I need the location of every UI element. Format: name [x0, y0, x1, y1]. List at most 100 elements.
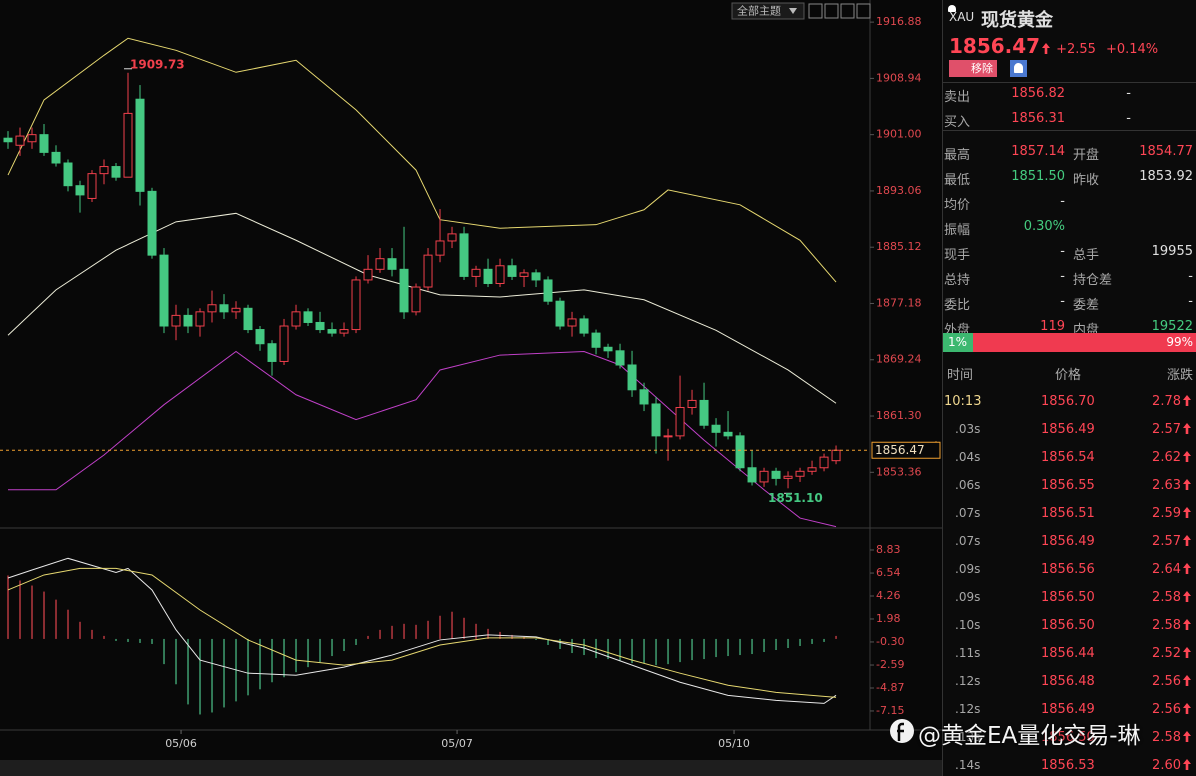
up-arrow	[1183, 563, 1191, 574]
tick-time: .12s	[955, 674, 981, 688]
y-tick-label: 1901.00	[876, 128, 922, 141]
last-price-box	[871, 441, 941, 459]
stat-value: 0.30%	[1023, 219, 1065, 234]
candle-body	[363, 268, 373, 281]
scrollbar[interactable]	[0, 760, 942, 776]
candle-body	[159, 254, 169, 327]
up-arrow	[1183, 619, 1191, 630]
stat-value: 1857.14	[1011, 144, 1065, 159]
chart-bg	[0, 0, 942, 776]
y-tick-label: 1.98	[876, 612, 901, 625]
candle-body	[183, 314, 193, 327]
up-arrow-shape	[1183, 675, 1191, 686]
tool-button[interactable]	[824, 3, 839, 19]
tick-change: 2.57	[1152, 422, 1191, 437]
tick-change-value: 2.64	[1152, 562, 1181, 577]
up-arrow-shape	[1183, 759, 1191, 770]
alert-button[interactable]	[1010, 60, 1027, 77]
candle-body	[651, 403, 661, 437]
tick-time: .12s	[955, 702, 981, 716]
candle-body	[87, 173, 97, 199]
candle-body	[735, 435, 745, 469]
candle-body	[687, 399, 697, 409]
candle-body	[27, 134, 37, 143]
stat-label: 均价	[944, 198, 971, 213]
remove-button[interactable]: 移除	[949, 60, 997, 77]
candle-body	[279, 325, 289, 362]
up-arrow	[1183, 675, 1191, 686]
tick-change: 2.58	[1152, 618, 1191, 633]
up-arrow-shape	[1183, 591, 1191, 602]
candle-body	[543, 279, 553, 302]
candle-body	[3, 137, 13, 143]
candle-body	[591, 332, 601, 348]
x-tick-label: 05/06	[165, 737, 197, 750]
tick-change: 2.63	[1152, 478, 1191, 493]
candle-body	[399, 268, 409, 313]
extreme-label: 1851.10	[768, 491, 823, 505]
tick-price: 1856.53	[1041, 758, 1095, 773]
stat-label: 昨收	[1073, 173, 1100, 188]
candle-body	[699, 399, 709, 426]
theme-menu[interactable]	[731, 2, 805, 20]
tick-change-value: 2.56	[1152, 702, 1181, 717]
candle-body	[63, 162, 73, 187]
candle-body	[255, 329, 265, 345]
up-arrow-shape	[1183, 535, 1191, 546]
up-arrow	[1042, 43, 1051, 54]
tick-price: 1856.54	[1041, 450, 1095, 465]
tool-button[interactable]	[840, 3, 855, 19]
tick-change-value: 2.58	[1152, 730, 1181, 745]
tool-button[interactable]	[856, 3, 871, 19]
stat-value: -	[1060, 194, 1065, 209]
candle-body	[675, 407, 685, 437]
tick-change: 2.62	[1152, 450, 1191, 465]
last-price: 1856.47	[949, 34, 1041, 58]
candle-body	[111, 166, 121, 178]
candle-body	[663, 435, 673, 438]
candle-body	[147, 190, 157, 256]
candle-body	[771, 470, 781, 479]
tick-price: 1856.49	[1041, 422, 1095, 437]
tick-time: .09s	[955, 562, 981, 576]
up-arrow	[1183, 507, 1191, 518]
tick-time: .14s	[955, 758, 981, 772]
y-tick-label: -0.30	[876, 635, 904, 648]
tick-change: 2.59	[1152, 506, 1191, 521]
up-arrow-shape	[1183, 451, 1191, 462]
candle-body	[267, 343, 277, 362]
tick-time: 10:13	[944, 394, 982, 409]
stat-value: -	[1126, 111, 1131, 126]
candle-body	[531, 272, 541, 281]
stat-label: 买入	[944, 115, 971, 130]
instrument-name: 现货黄金	[981, 10, 1053, 31]
up-arrow	[1183, 703, 1191, 714]
tick-price: 1856.49	[1041, 534, 1095, 549]
y-tick-label: 1908.94	[876, 71, 922, 84]
up-arrow	[1183, 535, 1191, 546]
price-row: 1856.47 +2.55 +0.14%	[949, 34, 1158, 58]
tool-button[interactable]	[808, 3, 823, 19]
y-tick-label: 6.54	[876, 566, 901, 579]
candle-body	[603, 346, 613, 352]
tick-price: 1856.51	[1041, 506, 1095, 521]
tick-price: 1856.44	[1041, 646, 1095, 661]
up-arrow-shape	[1183, 507, 1191, 518]
y-tick-label: -7.15	[876, 704, 904, 717]
stat-label: 开盘	[1073, 148, 1100, 163]
toolbar: 全部主题	[731, 2, 871, 20]
tick-time: .04s	[955, 450, 981, 464]
candle-body	[555, 300, 565, 327]
candle-body	[39, 134, 49, 153]
heart-icon	[948, 5, 956, 12]
tick-change: 2.60	[1152, 758, 1191, 773]
candle-body	[783, 475, 793, 479]
candle-body	[723, 431, 733, 437]
stat-label: 总手	[1073, 248, 1100, 263]
candle-body	[123, 112, 133, 178]
tick-change-value: 2.52	[1152, 646, 1181, 661]
stat-value: 119	[1040, 319, 1065, 334]
candle-body	[831, 449, 841, 462]
up-arrow-shape	[1183, 647, 1191, 658]
tick-price: 1856.50	[1041, 730, 1095, 745]
